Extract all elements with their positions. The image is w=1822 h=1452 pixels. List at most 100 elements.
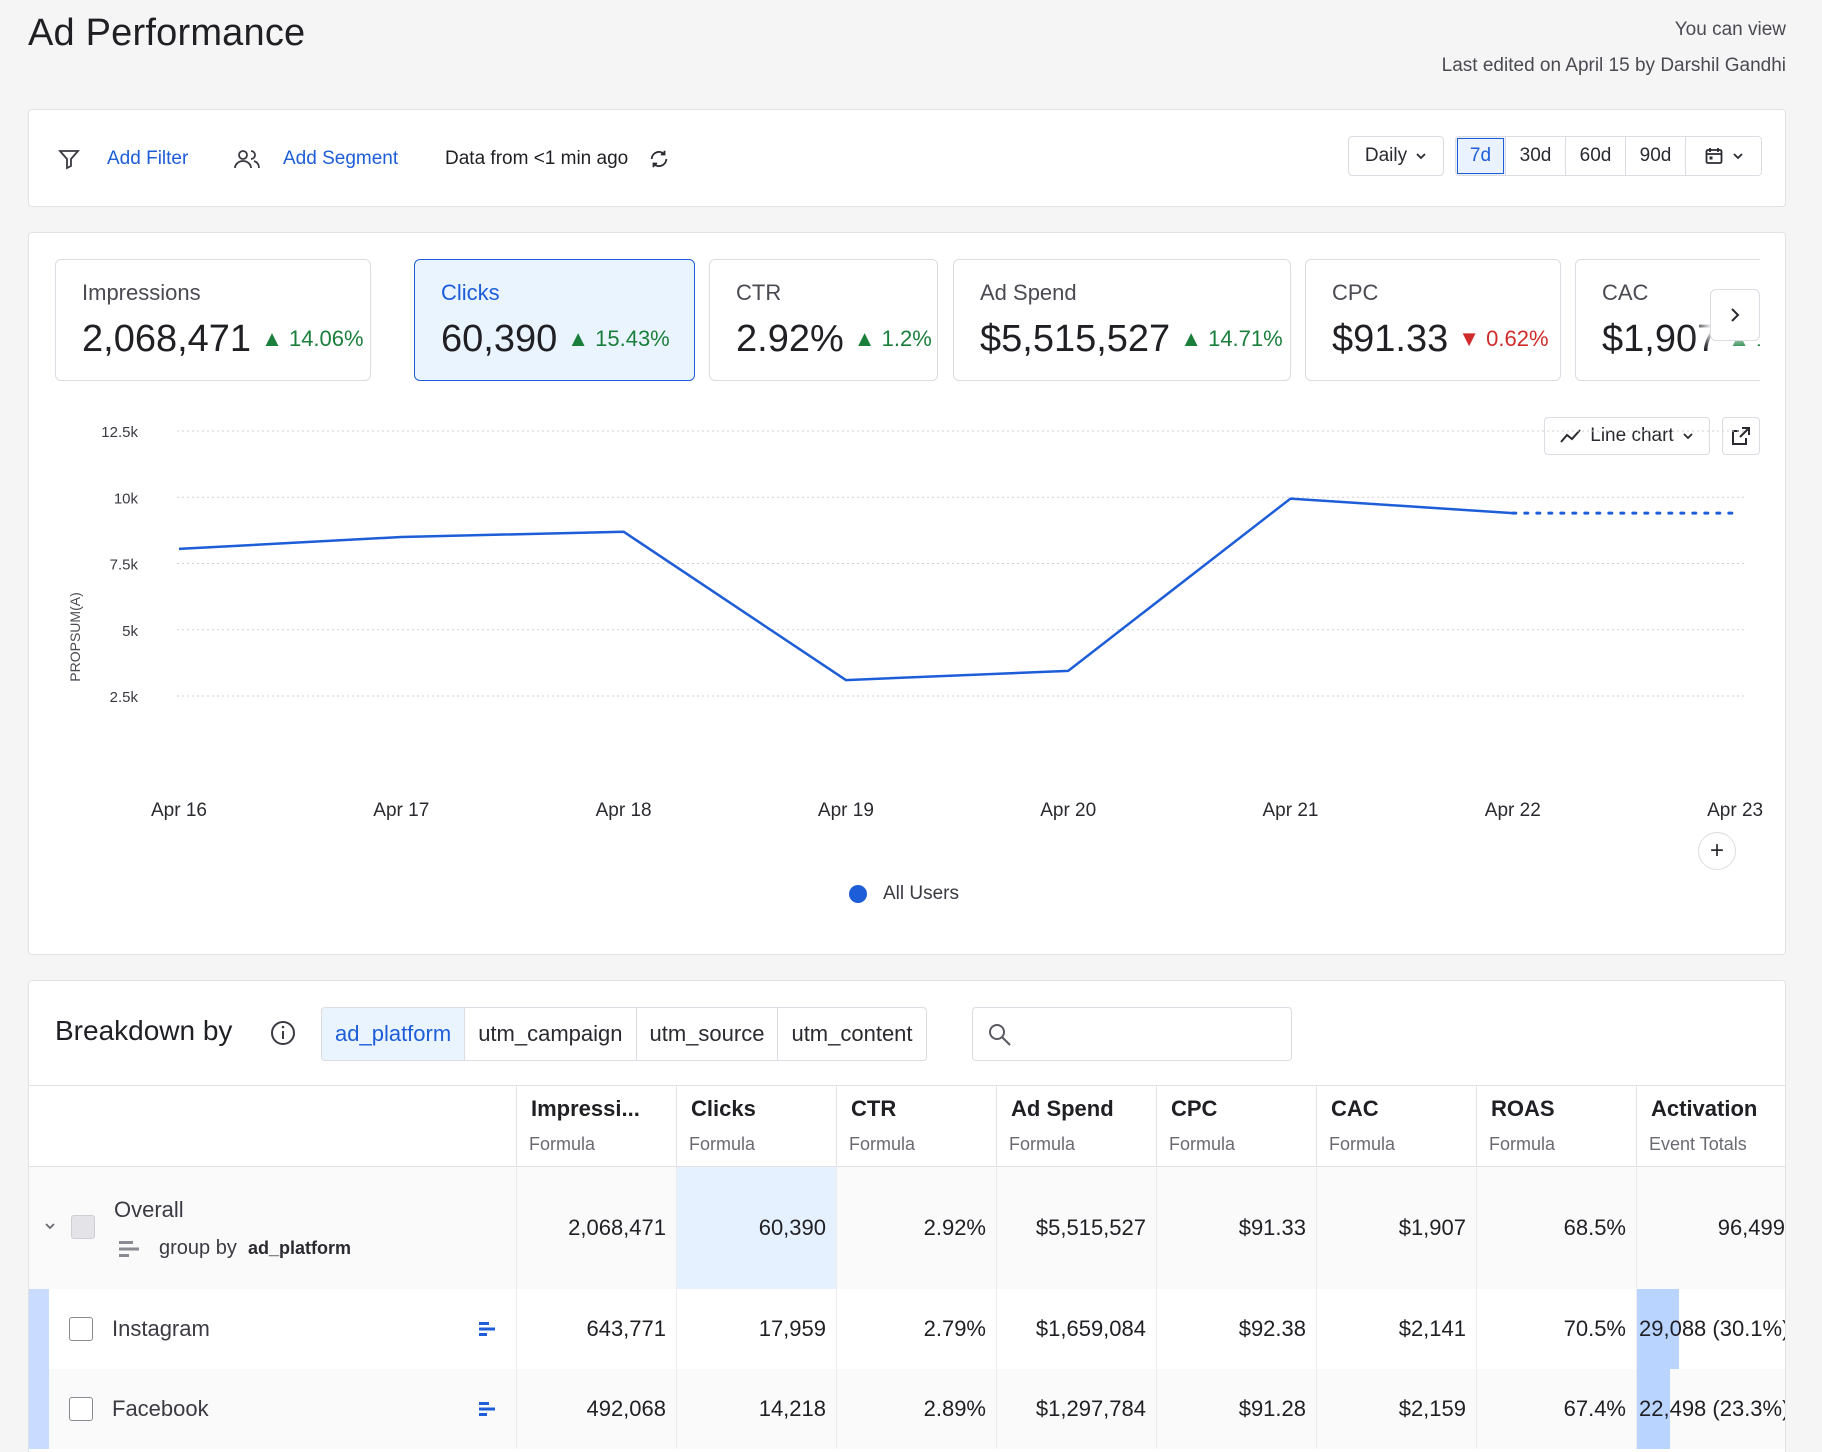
interval-select[interactable]: Daily (1348, 136, 1444, 176)
x-tick-label: Apr 21 (1263, 800, 1319, 821)
table-row-overall: Overall group by ad_platform 2,068,471 6… (29, 1167, 1785, 1289)
cell-value: $91.28 (1156, 1369, 1316, 1449)
column-header-activation[interactable]: Activation Event Totals (1636, 1086, 1785, 1168)
metric-delta: ▼ 0.62% (1458, 326, 1549, 351)
metric-label: Impressions (82, 280, 201, 305)
metric-delta: ▲ 14.06% (261, 326, 364, 351)
cell-activation: 22,498 (23.3%) (1636, 1369, 1785, 1449)
y-tick-label: 10k (114, 490, 139, 507)
column-header-impressions[interactable]: Impressi... Formula (516, 1086, 676, 1168)
metric-delta: ▲ 15.43% (567, 326, 670, 351)
metric-label: Ad Spend (980, 280, 1077, 305)
line-chart-icon (1560, 429, 1582, 443)
cell-value: $1,659,084 (996, 1289, 1156, 1369)
cell-value: 2.92% (836, 1167, 996, 1289)
chart-card: Impressions 2,068,471 ▲ 14.06% Clicks 60,… (28, 232, 1786, 955)
cell-value: 2.79% (836, 1289, 996, 1369)
chart-type-value: Line chart (1590, 425, 1674, 446)
metric-delta: ▲ 1.2% (853, 326, 932, 351)
table-row: Facebook 492,068 14,218 2.89% $1,297,784… (29, 1369, 1785, 1449)
range-60d[interactable]: 60d (1565, 137, 1625, 175)
metric-value: $91.33 (1332, 318, 1449, 360)
row-checkbox[interactable] (69, 1317, 93, 1341)
data-freshness: Data from <1 min ago (445, 110, 670, 208)
chart-legend[interactable]: All Users (849, 883, 959, 905)
row-checkbox[interactable] (69, 1397, 93, 1421)
range-90d[interactable]: 90d (1625, 137, 1685, 175)
cell-value: 14,218 (676, 1369, 836, 1449)
metric-card-cac[interactable]: CAC $1,907▲ 1% (1575, 259, 1760, 381)
range-30d[interactable]: 30d (1505, 137, 1565, 175)
tab-ad-platform[interactable]: ad_platform (322, 1008, 465, 1060)
cell-value: 2.89% (836, 1369, 996, 1449)
metric-value: 2,068,471 (82, 318, 252, 360)
group-by-text: group by ad_platform (159, 1237, 351, 1259)
cell-value: $5,515,527 (996, 1167, 1156, 1289)
cell-value: $1,297,784 (996, 1369, 1156, 1449)
metric-label: Clicks (441, 280, 500, 305)
info-icon[interactable] (269, 1019, 297, 1047)
metric-card-impressions[interactable]: Impressions 2,068,471 ▲ 14.06% (55, 259, 371, 381)
calendar-picker[interactable] (1685, 137, 1761, 175)
chevron-down-icon (1416, 153, 1426, 160)
chart-type-select[interactable]: Line chart (1544, 417, 1710, 455)
metric-value: 2.92% (736, 318, 844, 360)
breakdown-row-icon[interactable] (479, 1401, 497, 1417)
chevron-down-icon (1683, 433, 1693, 440)
page-meta: You can view Last edited on April 15 by … (1442, 12, 1786, 84)
permission-text: You can view (1674, 19, 1786, 40)
cell-value: 29,088 (30.1%) (1639, 1316, 1786, 1341)
cell-value: 492,068 (516, 1369, 676, 1449)
share-bar (1637, 1289, 1680, 1369)
add-chart-button[interactable]: + (1698, 832, 1736, 870)
add-filter-label: Add Filter (107, 148, 189, 169)
metric-value: 60,390 (441, 318, 558, 360)
calendar-icon (1705, 148, 1722, 164)
column-header-roas[interactable]: ROAS Formula (1476, 1086, 1636, 1168)
legend-dot (849, 885, 867, 903)
search-input[interactable] (1023, 1018, 1278, 1050)
x-tick-label: Apr 23 (1707, 800, 1763, 821)
chevron-down-icon (1732, 153, 1743, 160)
x-tick-label: Apr 16 (151, 800, 207, 821)
y-tick-label: 12.5k (101, 424, 138, 441)
cell-value: $91.33 (1156, 1167, 1316, 1289)
refresh-icon[interactable] (648, 148, 670, 170)
row-label: Instagram (112, 1316, 210, 1341)
range-7d[interactable]: 7d (1456, 137, 1505, 175)
column-header-clicks[interactable]: Clicks Formula (676, 1086, 836, 1168)
column-header-cac[interactable]: CAC Formula (1316, 1086, 1476, 1168)
cell-value: $2,141 (1316, 1289, 1476, 1369)
cell-value: $2,159 (1316, 1369, 1476, 1449)
metric-card-ctr[interactable]: CTR 2.92% ▲ 1.2% (709, 259, 938, 381)
tab-utm-source[interactable]: utm_source (635, 1008, 778, 1060)
metric-value: $5,515,527 (980, 318, 1171, 360)
metric-card-ad-spend[interactable]: Ad Spend $5,515,527 ▲ 14.71% (953, 259, 1291, 381)
column-header-ctr[interactable]: CTR Formula (836, 1086, 996, 1168)
breakdown-search[interactable] (972, 1007, 1292, 1061)
tab-utm-campaign[interactable]: utm_campaign (464, 1008, 635, 1060)
breakdown-row-icon[interactable] (479, 1321, 497, 1337)
tab-utm-content[interactable]: utm_content (777, 1008, 925, 1060)
open-external-button[interactable] (1722, 417, 1760, 455)
metric-card-clicks[interactable]: Clicks 60,390 ▲ 15.43% (414, 259, 695, 381)
add-segment-button[interactable]: Add Segment (233, 110, 398, 208)
add-filter-button[interactable]: Add Filter (57, 110, 188, 208)
x-tick-label: Apr 17 (373, 800, 429, 821)
column-header-cpc[interactable]: CPC Formula (1156, 1086, 1316, 1168)
column-header-ad-spend[interactable]: Ad Spend Formula (996, 1086, 1156, 1168)
x-tick-label: Apr 20 (1040, 800, 1096, 821)
y-tick-label: 5k (122, 623, 138, 640)
filter-toolbar: Add Filter Add Segment Data from <1 min … (28, 109, 1786, 207)
group-by-icon (119, 1241, 139, 1257)
chevron-down-icon[interactable] (43, 1219, 57, 1233)
row-label: Facebook (112, 1396, 209, 1421)
external-link-icon (1732, 427, 1750, 445)
metrics-next-button[interactable] (1710, 289, 1760, 341)
date-range-group: 7d 30d 60d 90d (1455, 136, 1762, 176)
y-tick-label: 7.5k (110, 557, 139, 574)
metric-card-cpc[interactable]: CPC $91.33 ▼ 0.62% (1305, 259, 1561, 381)
metric-label: CTR (736, 280, 782, 305)
breakdown-tabs: ad_platform utm_campaign utm_source utm_… (321, 1007, 927, 1061)
users-icon (234, 150, 260, 169)
